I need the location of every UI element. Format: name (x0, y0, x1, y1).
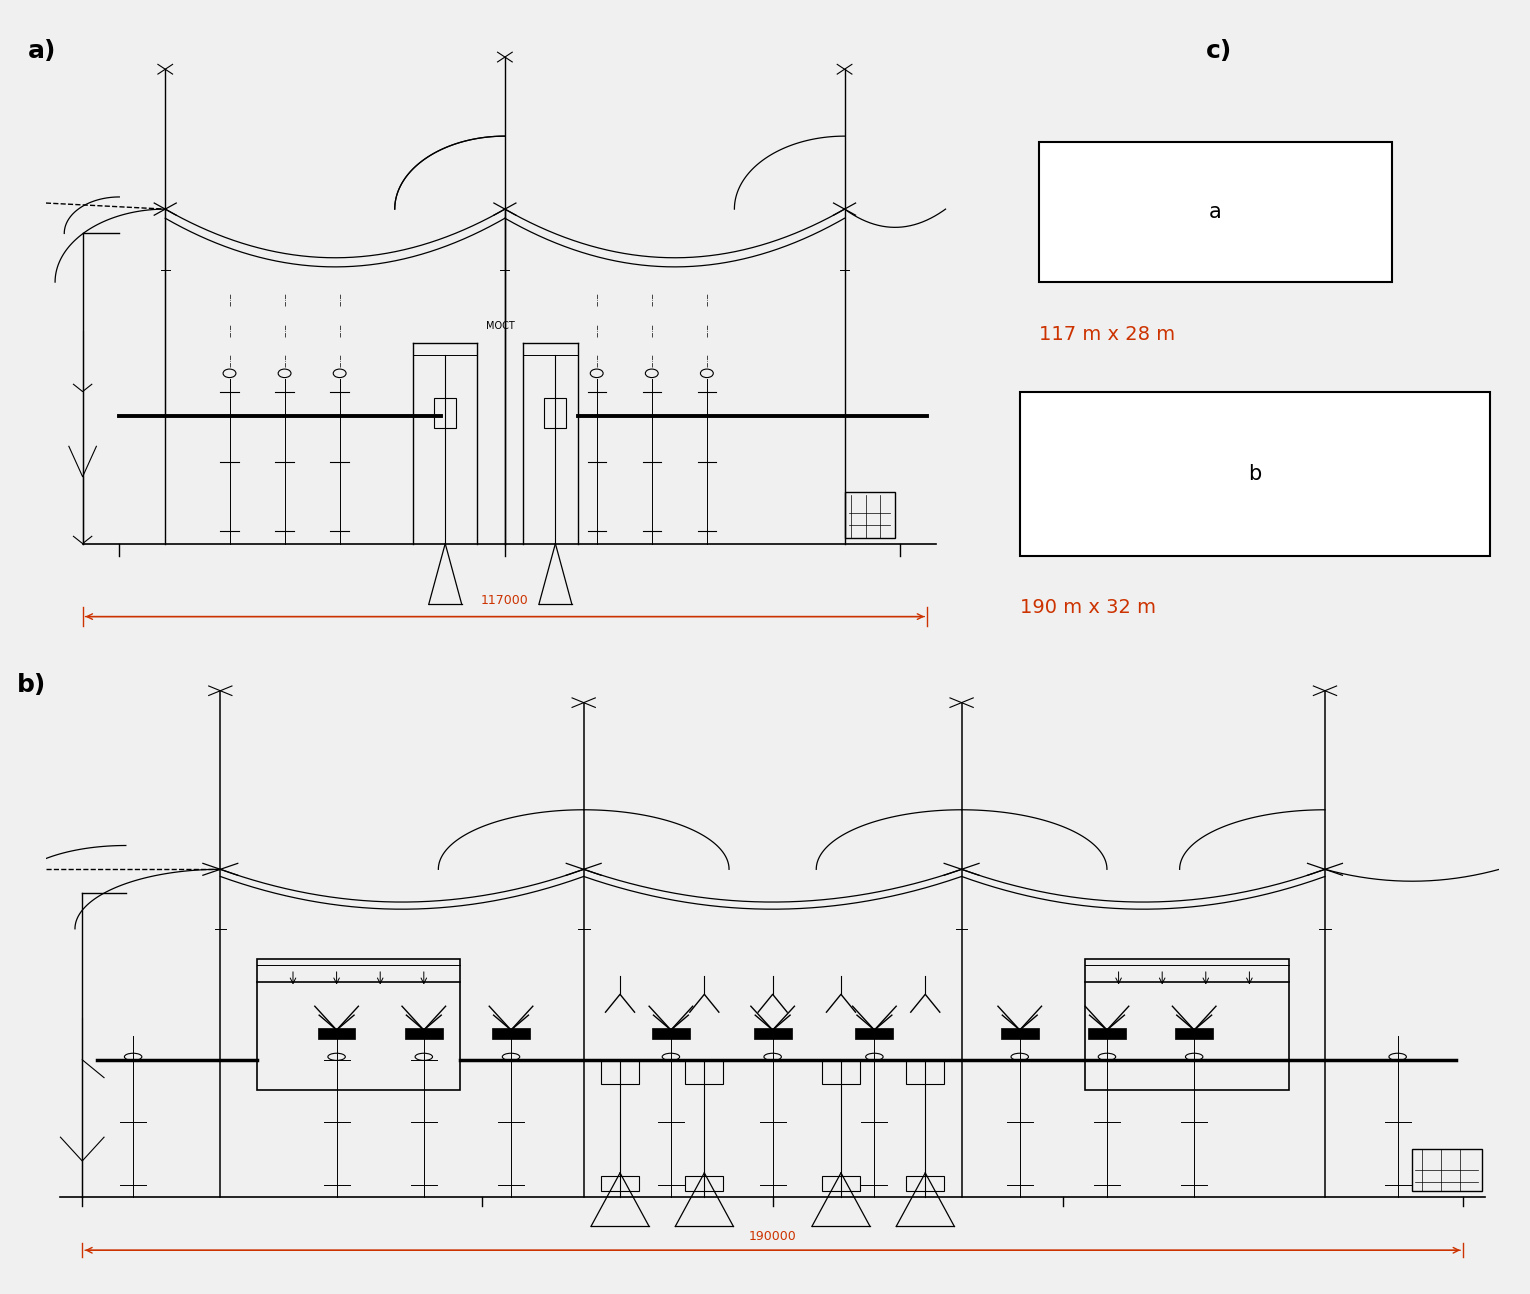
Bar (1412, 1149, 1483, 1190)
Bar (1088, 1029, 1126, 1039)
Text: 190000: 190000 (748, 1229, 797, 1242)
Text: b): b) (17, 673, 46, 697)
Text: 117 m x 28 m: 117 m x 28 m (1039, 325, 1175, 344)
Bar (685, 1060, 724, 1083)
Bar (1175, 1029, 1213, 1039)
Bar (1039, 142, 1392, 282)
Text: a: a (1209, 202, 1222, 223)
Text: c): c) (1206, 39, 1232, 63)
Bar (845, 492, 895, 537)
Bar (1019, 392, 1490, 556)
Bar (1085, 959, 1288, 1090)
Text: b: b (1248, 463, 1261, 484)
Bar (754, 1029, 791, 1039)
Bar (906, 1176, 944, 1190)
Text: 190 m x 32 m: 190 m x 32 m (1019, 598, 1155, 617)
Bar (601, 1060, 640, 1083)
Bar (405, 1029, 442, 1039)
Bar (652, 1029, 690, 1039)
Bar (685, 1176, 724, 1190)
Bar (493, 1029, 529, 1039)
Bar (435, 397, 456, 428)
Bar (822, 1060, 860, 1083)
Bar (855, 1029, 894, 1039)
Text: МОСТ: МОСТ (487, 321, 514, 331)
Bar (906, 1060, 944, 1083)
Bar (1001, 1029, 1039, 1039)
Bar (257, 959, 461, 1090)
Text: a): a) (28, 39, 57, 63)
Bar (601, 1176, 640, 1190)
Bar (822, 1176, 860, 1190)
Bar (545, 397, 566, 428)
Text: 117000: 117000 (480, 594, 529, 607)
Bar (318, 1029, 355, 1039)
